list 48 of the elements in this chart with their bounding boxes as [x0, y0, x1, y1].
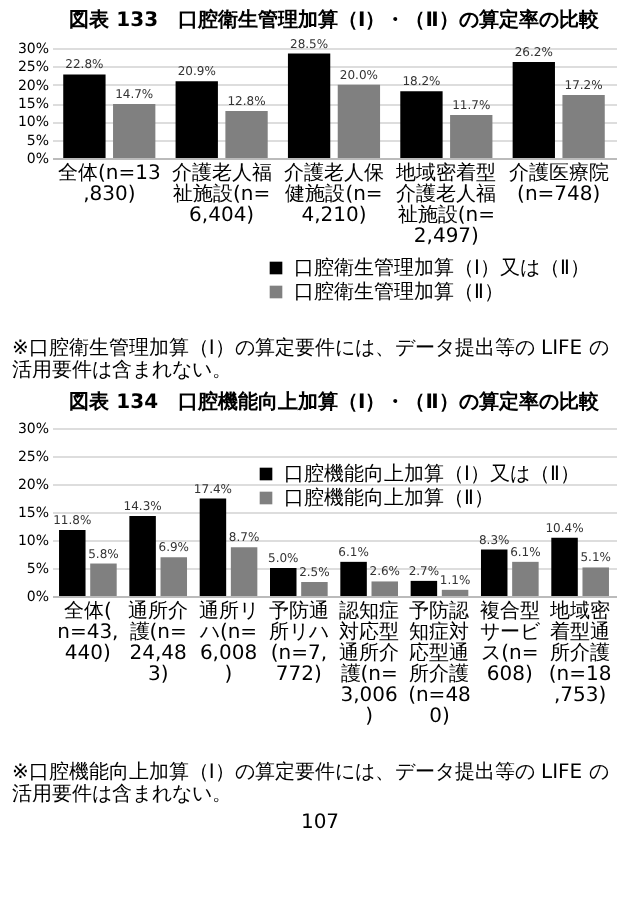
- bar: [410, 580, 438, 596]
- text: 107: [298, 812, 342, 834]
- bar: [199, 498, 227, 596]
- bar: [340, 561, 367, 596]
- bar: [480, 549, 508, 596]
- x-tick-label: 複合型サービス(n=608): [479, 599, 542, 686]
- bar: [160, 557, 188, 596]
- bar: [337, 84, 381, 158]
- bar: [562, 94, 605, 158]
- x-tick-label: 地域密着型通所介護(n=18,753): [548, 599, 612, 707]
- x-tick-label: 全体(n=43,440): [57, 599, 119, 665]
- bar: [441, 589, 469, 596]
- bar: [371, 581, 398, 596]
- bar: [230, 547, 258, 596]
- text: ※口腔機能向上加算（Ⅰ）の算定要件には、データ提出等の LIFE の活用要件は含まれない。: [12, 762, 611, 806]
- x-tick-label: 認知症対応型通所介護(n=3,006): [339, 599, 400, 728]
- x-tick-label: 通所介護(n=24,483): [128, 599, 189, 686]
- chart-title: 図表 134 口腔機能向上加算（Ⅰ）・（Ⅱ）の算定率の比較: [69, 390, 601, 414]
- bar: [512, 61, 555, 158]
- x-tick-label: 地域密着型介護老人福祉施設(n=2,497): [394, 161, 497, 248]
- legend-label: 口腔衛生管理加算（Ⅰ）又は（Ⅱ）: [294, 256, 590, 280]
- x-tick-label: 介護医療院(n=748): [508, 161, 609, 206]
- bar: [400, 91, 443, 158]
- legend-label: 口腔機能向上加算（Ⅰ）又は（Ⅱ）: [284, 462, 580, 486]
- bar: [512, 561, 539, 596]
- bar: [175, 81, 218, 158]
- bar: [301, 582, 328, 596]
- x-tick-label: 全体(n=13,830): [57, 161, 161, 206]
- bar: [59, 529, 86, 596]
- bar: [90, 563, 117, 596]
- bar: [270, 568, 297, 596]
- text: ※口腔衛生管理加算（Ⅰ）の算定要件には、データ提出等の LIFE の活用要件は含まれない。: [12, 338, 611, 382]
- bar: [129, 515, 156, 596]
- x-tick-label: 介護老人保健施設(n=4,210): [284, 161, 384, 227]
- bar: [582, 567, 609, 596]
- x-tick-label: 予防通所リハ(n=7,772): [268, 599, 329, 686]
- legend-label: 口腔衛生管理加算（Ⅱ）: [294, 280, 504, 304]
- x-tick-label: 介護老人福祉施設(n=6,404): [171, 161, 272, 227]
- bar: [450, 115, 493, 158]
- x-tick-label: 予防認知症対応型通所介護(n=480): [408, 599, 471, 728]
- bar: [113, 104, 156, 158]
- x-tick-label: 通所リハ(n=6,008): [197, 599, 259, 686]
- bar: [551, 537, 578, 596]
- legend-label: 口腔機能向上加算（Ⅱ）: [284, 486, 494, 510]
- chart-title: 図表 133 口腔衛生管理加算（Ⅰ）・（Ⅱ）の算定率の比較: [69, 7, 601, 32]
- bar: [287, 53, 331, 158]
- bar: [63, 74, 106, 158]
- bar: [225, 111, 268, 158]
